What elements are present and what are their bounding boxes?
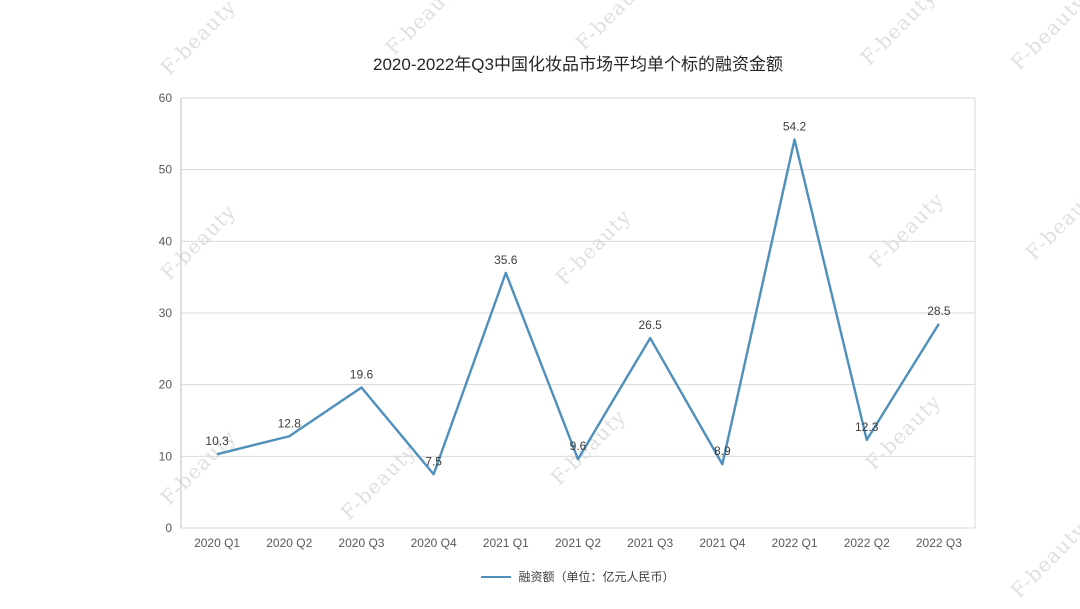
x-axis-tick-label: 2022 Q3 — [916, 536, 962, 550]
y-axis-tick-label: 30 — [159, 306, 173, 320]
data-label: 35.6 — [494, 253, 518, 267]
legend-line-swatch — [481, 575, 512, 578]
data-label: 8.9 — [714, 444, 731, 458]
x-axis-tick-label: 2020 Q4 — [411, 536, 457, 550]
data-label: 7.5 — [425, 454, 442, 468]
x-axis-tick-label: 2021 Q2 — [555, 536, 601, 550]
x-axis-tick-label: 2020 Q3 — [338, 536, 384, 550]
x-axis-tick-label: 2021 Q4 — [699, 536, 745, 550]
x-axis-tick-label: 2021 Q3 — [627, 536, 673, 550]
data-label: 26.5 — [639, 318, 663, 332]
series-line — [216, 138, 940, 476]
data-label: 19.6 — [350, 368, 374, 382]
x-axis-tick-label: 2021 Q1 — [483, 536, 529, 550]
chart-title: 2020-2022年Q3中国化妆品市场平均单个标的融资金额 — [373, 55, 783, 74]
y-axis-tick-label: 40 — [159, 234, 173, 248]
x-axis-tick-label: 2020 Q1 — [194, 536, 240, 550]
x-axis-tick-label: 2020 Q2 — [266, 536, 312, 550]
legend-label: 融资额（单位：亿元人民币） — [518, 570, 675, 584]
legend: 融资额（单位：亿元人民币） — [181, 568, 975, 585]
x-axis-tick-label: 2022 Q2 — [844, 536, 890, 550]
data-label: 12.8 — [278, 416, 302, 430]
data-label: 12.3 — [855, 420, 879, 434]
data-label: 54.2 — [783, 120, 807, 134]
y-axis-tick-label: 10 — [159, 449, 173, 463]
data-label: 28.5 — [927, 304, 951, 318]
data-label: 10.3 — [205, 434, 229, 448]
data-label: 9.6 — [570, 439, 587, 453]
y-axis-tick-label: 20 — [159, 378, 173, 392]
y-axis-tick-label: 0 — [165, 521, 172, 535]
y-axis-tick-label: 60 — [159, 91, 173, 105]
x-axis-tick-label: 2022 Q1 — [772, 536, 818, 550]
y-axis-tick-label: 50 — [159, 163, 173, 177]
